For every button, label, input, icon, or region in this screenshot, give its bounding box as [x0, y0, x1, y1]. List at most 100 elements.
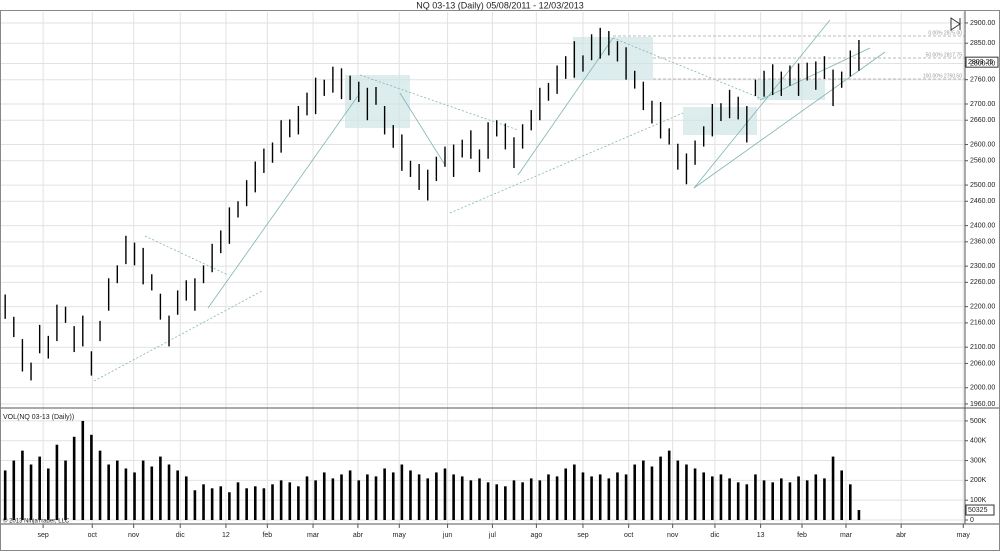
volume-bar	[150, 466, 154, 520]
volume-bar	[650, 466, 654, 520]
marks	[3, 27, 999, 520]
volume-bar	[38, 456, 41, 520]
y-tick-label: 2500.00	[970, 182, 995, 189]
volume-bar	[374, 476, 378, 520]
volume-bar	[167, 464, 171, 520]
last-price-box	[965, 56, 999, 68]
x-tick-label: dic	[176, 532, 185, 539]
volume-bar	[348, 470, 352, 520]
x-tick-label: may	[393, 532, 407, 539]
volume-bar	[391, 472, 395, 520]
volume-bar	[64, 460, 67, 520]
channel	[693, 19, 831, 189]
chart-title: NQ 03-13 (Daily) 05/08/2011 - 12/03/2013	[416, 0, 583, 10]
volume-bar	[598, 474, 602, 520]
y-tick-label: 2200.00	[970, 304, 995, 311]
channel	[759, 47, 871, 101]
channel	[693, 51, 886, 189]
icon[interactable]	[950, 17, 961, 31]
x-tick-label: feb	[797, 532, 807, 539]
drawing-objects: 0.00% 2875.00 50.00% 2817.75 100.00% 276…	[93, 17, 965, 382]
x-tick-label: abr	[896, 532, 907, 539]
y-tick-label: 500K	[970, 418, 987, 425]
x-tick-label: may	[957, 532, 971, 539]
volume-bar	[538, 480, 542, 520]
fib-label: 0.00% 2875.00	[928, 30, 962, 36]
volume-bar	[495, 484, 499, 520]
x-tick-label: 13	[757, 532, 765, 539]
volume-bar	[314, 480, 317, 520]
x-tick-label: mar	[840, 532, 853, 539]
volume-bar	[857, 510, 861, 520]
volume-bar	[279, 480, 283, 520]
trendline	[144, 235, 229, 276]
volume-bar	[366, 474, 369, 520]
volume-bar	[624, 474, 628, 520]
volume-bar	[72, 436, 76, 520]
volume-bar	[771, 482, 774, 520]
volume-bar	[736, 482, 740, 520]
x-tick-label: nov	[667, 532, 679, 539]
y-tick-label: 2100.00	[970, 344, 995, 351]
x-tick-label: dic	[710, 532, 719, 539]
y-tick-label: 300K	[970, 457, 987, 464]
volume-bar	[435, 472, 438, 520]
y-tick-label: 2600.00	[970, 141, 995, 148]
volume-bar	[797, 476, 800, 520]
volume-bar	[762, 480, 766, 520]
volume-bar	[288, 482, 292, 520]
volume-bar	[228, 492, 231, 520]
volume-bar	[159, 456, 162, 520]
volume-bar	[805, 480, 809, 520]
x-tick-label: mar	[307, 532, 320, 539]
volume-bar	[633, 464, 637, 520]
x-tick-label: 12	[222, 532, 230, 539]
fib-label: 50.00% 2817.75	[926, 52, 963, 58]
x-tick-label: ago	[531, 532, 543, 539]
volume-bar	[564, 468, 568, 520]
y-tick-label: 100K	[970, 497, 987, 504]
volume-bar	[831, 456, 835, 520]
volume-bar	[504, 486, 507, 520]
volume-bar	[98, 450, 102, 520]
volume-bar	[305, 476, 309, 520]
y-tick-label: 2000.00	[970, 385, 995, 392]
volume-bar	[141, 460, 145, 520]
volume-bar	[486, 482, 490, 520]
y-tick-label: 400K	[970, 438, 987, 445]
panel-label: VOL(NQ 03-13 (Daily))	[3, 414, 74, 421]
y-tick-label: 2400.00	[970, 222, 995, 229]
last-price-label: 2803.25	[968, 59, 993, 66]
volume-bar	[659, 456, 662, 520]
y-tick-label: 2660.00	[970, 117, 995, 124]
volume-bar	[849, 484, 852, 520]
volume-bar	[590, 476, 593, 520]
volume-bar	[340, 474, 343, 520]
volume-bar	[46, 468, 50, 520]
y-tick-label: 0	[970, 517, 974, 524]
y-tick-label: 1960.00	[970, 401, 995, 408]
x-tick-label: oct	[88, 532, 97, 539]
volume-bar	[21, 450, 24, 520]
grid	[0, 12, 968, 528]
volume-bar	[719, 474, 723, 520]
y-tick-label: 200K	[970, 477, 987, 484]
volume-bar	[529, 478, 533, 520]
volume-bar	[840, 470, 843, 520]
volume-bar	[331, 478, 335, 520]
volume-bar	[124, 468, 128, 520]
volume-bar	[469, 480, 473, 520]
zone	[573, 37, 653, 80]
x-tick-label: nov	[128, 532, 140, 539]
y-tick-label: 2060.00	[970, 360, 995, 367]
y-tick-label: 2800.00	[970, 60, 995, 67]
volume-bar	[29, 464, 33, 520]
footer: © 2013 NinjaTrader, LLC	[3, 518, 70, 525]
x-tick-label: feb	[262, 532, 272, 539]
volume-bar	[253, 486, 257, 520]
volume-bar	[512, 480, 516, 520]
volume-bar	[426, 478, 430, 520]
y-tick-label: 2900.00	[970, 20, 995, 27]
volume-bar	[728, 478, 731, 520]
